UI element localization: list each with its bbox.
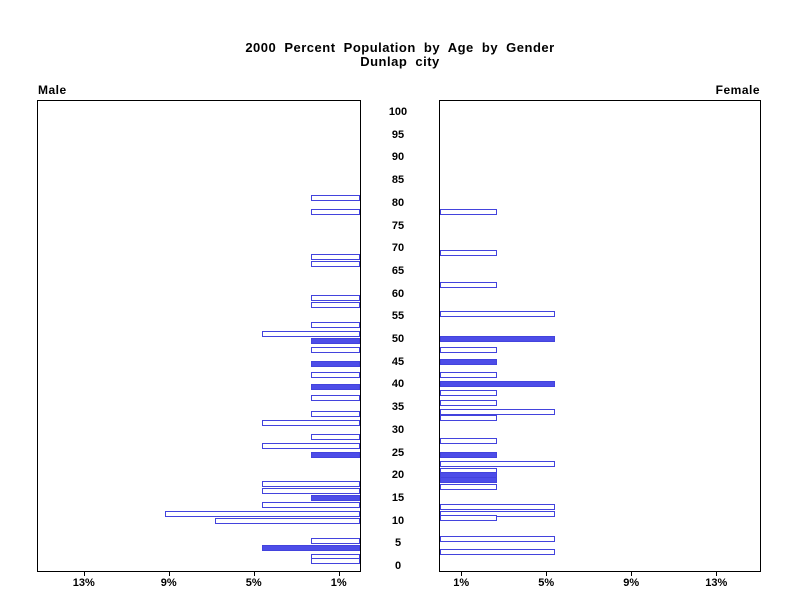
female-bar <box>440 483 497 490</box>
age-axis-label: 35 <box>391 401 405 414</box>
age-axis-label: 95 <box>391 128 405 141</box>
male-panel-label: Male <box>38 83 67 97</box>
male-bar <box>262 481 360 488</box>
male-bar <box>311 301 360 308</box>
male-bar <box>311 494 360 501</box>
male-bar <box>311 338 360 345</box>
female-bar <box>440 451 497 458</box>
female-bar <box>440 390 497 397</box>
male-bar <box>311 195 360 202</box>
male-bar <box>311 254 360 261</box>
male-pct-tick-label: 9% <box>160 577 177 589</box>
age-axis-label: 5 <box>394 537 402 550</box>
female-bar <box>440 438 497 445</box>
age-axis-label: 75 <box>391 219 405 232</box>
female-bar <box>440 281 497 288</box>
female-bar <box>440 503 555 510</box>
male-bar <box>311 360 360 367</box>
age-axis-label: 40 <box>391 378 405 391</box>
male-bar <box>311 347 360 354</box>
female-bar <box>440 358 497 365</box>
age-axis-label: 0 <box>394 560 402 572</box>
female-bar <box>440 415 497 422</box>
male-pct-tick <box>253 572 255 576</box>
female-pct-tick-label: 1% <box>453 577 470 589</box>
male-bar <box>262 419 360 426</box>
female-bar <box>440 476 497 483</box>
female-bar <box>440 336 555 342</box>
age-axis-label: 10 <box>391 514 405 527</box>
male-bar <box>311 451 360 458</box>
female-bar <box>440 399 497 406</box>
age-axis-label: 80 <box>391 196 405 209</box>
male-bar <box>262 331 360 338</box>
male-bar <box>311 322 360 329</box>
female-bar <box>440 347 497 354</box>
male-bar <box>311 433 360 440</box>
age-axis-label: 45 <box>391 355 405 368</box>
female-panel-label: Female <box>715 83 760 97</box>
male-pct-tick-label: 5% <box>245 577 262 589</box>
age-axis-label: 50 <box>391 333 405 345</box>
female-bar <box>440 249 497 256</box>
female-pct-tick <box>716 572 718 576</box>
age-axis-label: 55 <box>391 310 405 323</box>
chart-title: 2000 Percent Population by Age by Gender <box>245 40 555 55</box>
male-bar <box>262 501 360 508</box>
age-axis-label: 100 <box>388 106 408 118</box>
male-bar <box>311 261 360 268</box>
male-pct-tick-label: 1% <box>330 577 347 589</box>
male-bar <box>215 517 360 524</box>
male-bar <box>311 372 360 379</box>
female-bar <box>440 381 555 388</box>
female-pct-tick <box>631 572 633 576</box>
female-bar <box>440 515 497 522</box>
age-axis-label: 85 <box>391 174 405 187</box>
age-axis-label: 30 <box>391 423 405 436</box>
male-bar <box>262 488 360 495</box>
age-axis-label: 15 <box>391 491 405 504</box>
male-bar <box>311 538 360 545</box>
male-bar <box>311 208 360 215</box>
male-bar <box>311 395 360 402</box>
male-pct-tick <box>168 572 170 576</box>
age-axis-label: 65 <box>391 264 405 277</box>
age-axis-label: 60 <box>391 287 405 300</box>
male-bar <box>311 558 360 565</box>
male-bar <box>311 410 360 417</box>
age-axis-label: 25 <box>391 446 405 459</box>
male-pct-tick <box>83 572 85 576</box>
female-pct-tick-label: 9% <box>623 577 640 589</box>
female-pct-tick <box>461 572 463 576</box>
female-bar <box>440 372 497 379</box>
female-bar <box>440 535 555 542</box>
age-axis-label: 70 <box>391 242 405 255</box>
female-pct-tick-label: 13% <box>705 577 728 589</box>
chart-subtitle: Dunlap city <box>360 54 440 69</box>
male-bar <box>311 295 360 302</box>
female-bar <box>440 208 497 215</box>
female-bar <box>440 549 555 556</box>
female-bar <box>440 311 555 318</box>
male-pct-tick-label: 13% <box>72 577 95 589</box>
male-bar <box>165 510 360 517</box>
female-pct-tick <box>546 572 548 576</box>
male-bar <box>262 442 360 449</box>
female-bar <box>440 510 555 517</box>
age-axis-label: 90 <box>391 151 405 164</box>
female-bar <box>440 408 555 415</box>
male-bar <box>262 544 360 551</box>
age-axis-label: 20 <box>391 469 405 482</box>
male-bar <box>311 383 360 390</box>
female-bar <box>440 460 555 467</box>
female-pct-tick-label: 5% <box>538 577 555 589</box>
male-pct-tick <box>338 572 340 576</box>
